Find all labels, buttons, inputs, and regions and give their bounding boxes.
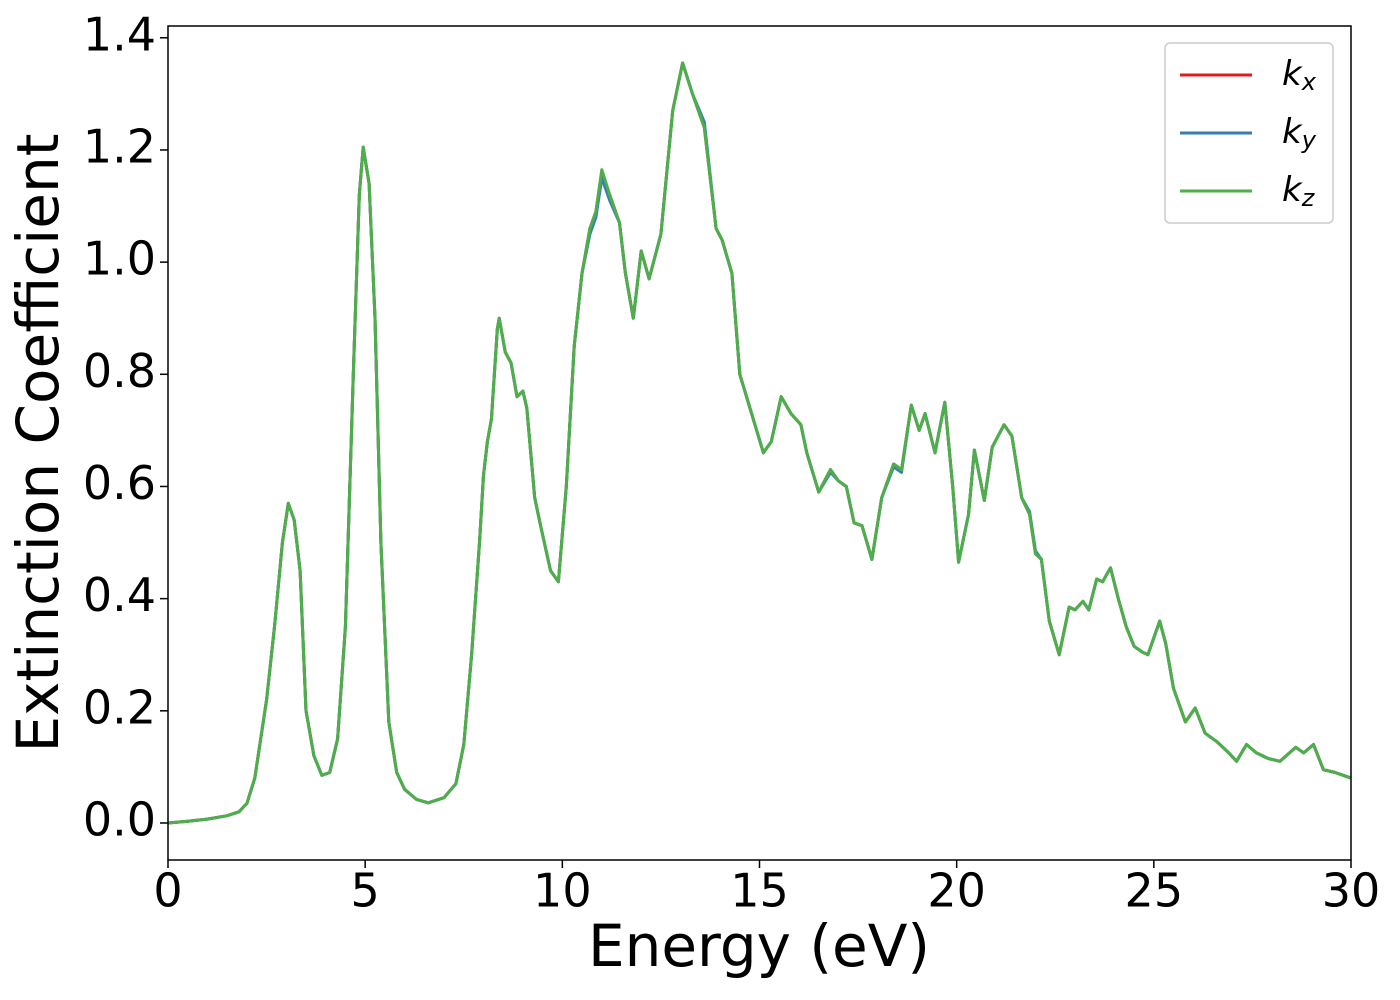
x-tick-label: 5 bbox=[351, 864, 380, 918]
y-tick-label: 0.8 bbox=[83, 344, 156, 398]
x-tick-label: 30 bbox=[1322, 864, 1381, 918]
y-tick-label: 0.4 bbox=[83, 568, 156, 622]
y-tick-label: 1.4 bbox=[83, 7, 156, 61]
x-tick-label: 10 bbox=[533, 864, 592, 918]
legend-label: kx bbox=[1282, 54, 1317, 97]
y-tick-label: 1.0 bbox=[83, 232, 156, 286]
y-tick-label: 0.6 bbox=[83, 456, 156, 510]
legend-label: ky bbox=[1282, 112, 1317, 155]
y-axis-label: Extinction Coefficient bbox=[4, 134, 72, 753]
legend-label: kz bbox=[1282, 170, 1316, 213]
legend-label-main: k bbox=[1282, 112, 1303, 152]
legend-label-main: k bbox=[1282, 54, 1303, 94]
data-line bbox=[167, 61, 1352, 825]
x-tick-label: 20 bbox=[927, 864, 986, 918]
x-axis-label: Energy (eV) bbox=[588, 912, 930, 980]
plot-frame bbox=[167, 25, 1352, 861]
x-tick-label: 25 bbox=[1125, 864, 1184, 918]
y-tick-label: 0.0 bbox=[83, 792, 156, 846]
x-tick-label: 15 bbox=[730, 864, 789, 918]
legend-label-sub: y bbox=[1301, 126, 1317, 154]
legend-label-sub: x bbox=[1301, 68, 1317, 96]
y-tick-label: 1.2 bbox=[83, 119, 156, 173]
y-tick-label: 0.2 bbox=[83, 680, 156, 734]
legend-label-sub: z bbox=[1301, 184, 1316, 212]
legend-label-main: k bbox=[1282, 170, 1303, 210]
x-tick-label: 0 bbox=[153, 864, 182, 918]
